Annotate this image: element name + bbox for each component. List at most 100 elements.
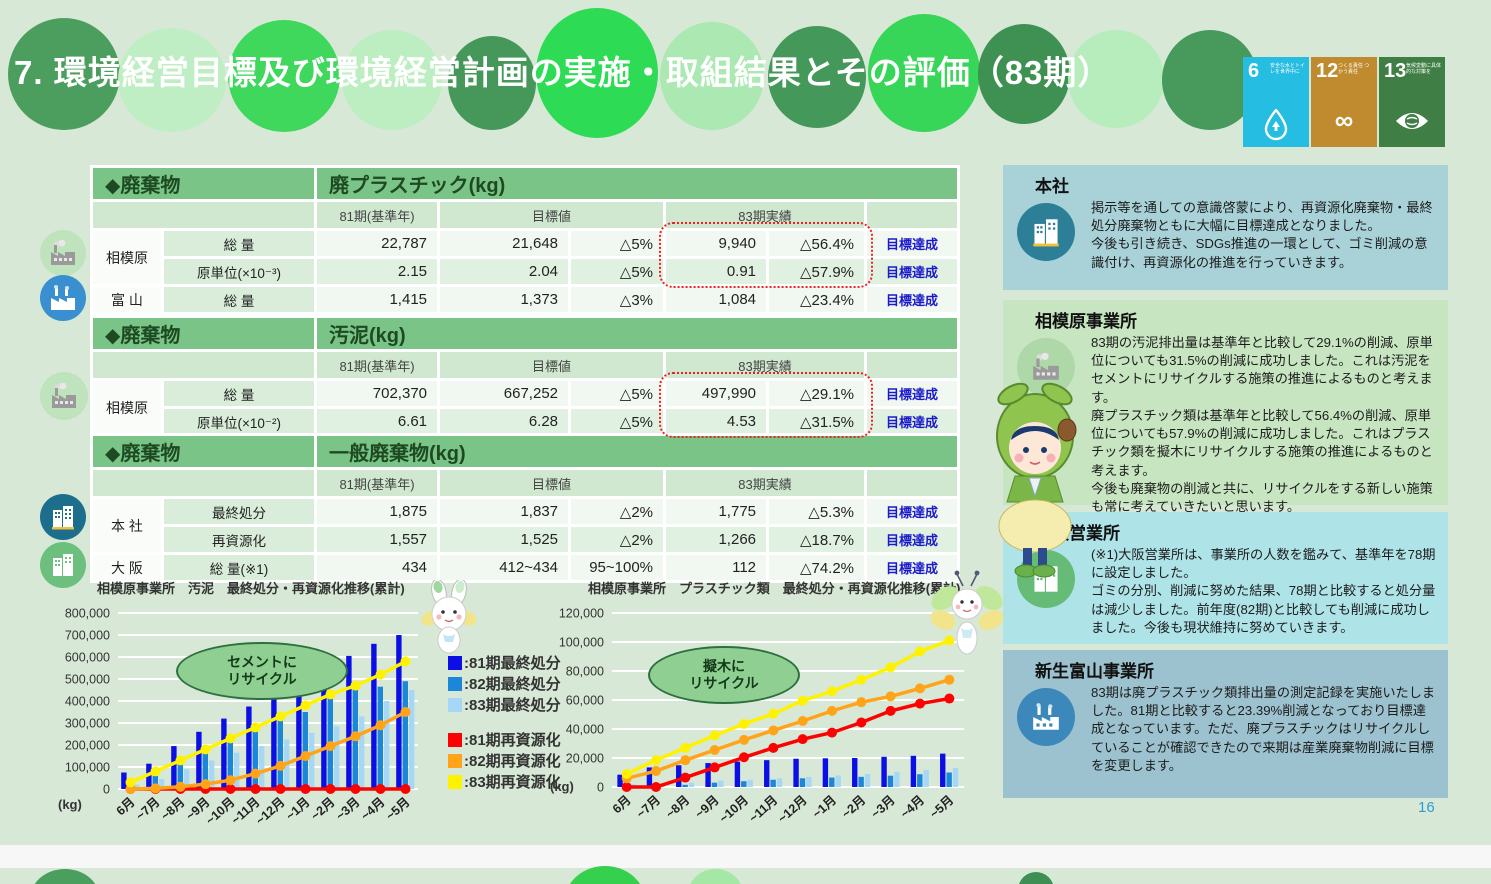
table-category: ◆廃棄物 bbox=[93, 318, 315, 349]
status-label: 目標達成 bbox=[867, 231, 958, 256]
table-category: ◆廃棄物 bbox=[93, 436, 315, 467]
panel-text: 83期は廃プラスチック類排出量の測定記録を実施いたしました。81期と比較すると2… bbox=[1091, 685, 1436, 773]
target-pct: △5% bbox=[571, 381, 664, 406]
col-base: 81期(基準年) bbox=[317, 202, 438, 228]
svg-text:0: 0 bbox=[103, 783, 110, 797]
highlight-box-plastic bbox=[659, 222, 873, 288]
legend-label: :81期最終処分 bbox=[464, 655, 561, 672]
site-label: 富 山 bbox=[93, 287, 161, 312]
svg-text:~11月: ~11月 bbox=[746, 793, 780, 825]
actual-pct: △56.4% bbox=[769, 231, 865, 256]
status-label: 目標達成 bbox=[867, 381, 958, 406]
decor-circle bbox=[1162, 30, 1258, 130]
legend-item: :81期最終処分 bbox=[448, 652, 561, 673]
panel-text: 掲示等を通しての意識啓蒙により、再資源化廃棄物・最終処分廃棄物ともに大幅に目標達… bbox=[1091, 200, 1433, 270]
target-value: 6.28 bbox=[440, 409, 569, 434]
base-value: 1,557 bbox=[317, 527, 438, 552]
actual-value: 1,084 bbox=[666, 287, 767, 312]
header-band bbox=[0, 0, 1491, 150]
svg-text:120,000: 120,000 bbox=[559, 607, 604, 621]
actual-value: 1,266 bbox=[666, 527, 767, 552]
legend-swatch bbox=[448, 676, 462, 691]
svg-text:~1月: ~1月 bbox=[283, 795, 312, 823]
col-base: 81期(基準年) bbox=[317, 352, 438, 378]
sludge-chart-plot: 0 100,000 200,000 300,000 400,000 500,000 600,… bbox=[58, 607, 418, 828]
sludge-table: ◆廃棄物 汚泥(kg) 81期(基準年) 目標値 83期実績 相模原 総 量 7… bbox=[90, 315, 961, 437]
panel-title: 相模原事業所 bbox=[1035, 312, 1137, 331]
site-label: 相模原 bbox=[93, 231, 161, 284]
panel-toyama: 新生富山事業所 83期は廃プラスチック類排出量の測定記録を実施いたしました。81… bbox=[1003, 650, 1448, 798]
legend-item: :82期最終処分 bbox=[448, 673, 561, 694]
panel-text: (※1)大阪営業所は、事業所の人数を鑑みて、基準年を78期に設定しました。 ゴミ… bbox=[1091, 547, 1436, 635]
site-label: 大 阪 bbox=[93, 555, 161, 580]
status-label: 目標達成 bbox=[867, 527, 958, 552]
honsha-building-icon bbox=[40, 494, 86, 540]
legend-item: :83期最終処分 bbox=[448, 694, 561, 715]
svg-text:~5月: ~5月 bbox=[383, 795, 412, 823]
svg-text:80,000: 80,000 bbox=[566, 665, 604, 679]
decor-circle bbox=[448, 36, 536, 130]
highlight-box-sludge bbox=[659, 372, 873, 438]
target-pct: △5% bbox=[571, 409, 664, 434]
chart-legend: :81期最終処分:82期最終処分 :83期最終処分 :81期再資源化 :82期再資源化… bbox=[448, 652, 561, 792]
svg-text:700,000: 700,000 bbox=[65, 629, 110, 643]
decor-circle bbox=[536, 8, 658, 138]
decor-circle bbox=[8, 18, 120, 130]
sludge-chart: 相模原事業所 汚泥 最終処分・再資源化推移(累計) 0 100,000 200,00… bbox=[56, 578, 496, 844]
table-title: 汚泥(kg) bbox=[317, 318, 958, 349]
base-value: 434 bbox=[317, 555, 438, 580]
decor-circle bbox=[342, 30, 442, 130]
legend-item: :83期再資源化 bbox=[448, 771, 561, 792]
target-pct: △5% bbox=[571, 259, 664, 284]
waste-plastic-table: ◆廃棄物 廃プラスチック(kg) 81期(基準年) 目標値 83期実績 相模原 … bbox=[90, 165, 961, 315]
legend-swatch bbox=[448, 774, 462, 789]
legend-label: :83期再資源化 bbox=[464, 774, 561, 791]
base-value: 22,787 bbox=[317, 231, 438, 256]
sdg-icons: 6 安全な水とトイレを世界中に 12 つくる責任 つかう責任 ∞ 13 気候変動… bbox=[1243, 57, 1445, 147]
svg-text:20,000: 20,000 bbox=[566, 752, 604, 766]
actual-value: 4.53 bbox=[666, 409, 767, 434]
svg-text:~4月: ~4月 bbox=[898, 793, 927, 821]
base-value: 702,370 bbox=[317, 381, 438, 406]
page-number: 16 bbox=[1418, 799, 1435, 816]
svg-text:~5月: ~5月 bbox=[927, 793, 956, 821]
decor-circle bbox=[228, 20, 340, 132]
status-label: 目標達成 bbox=[867, 287, 958, 312]
col-target: 目標値 bbox=[440, 352, 664, 378]
decor-circle bbox=[565, 866, 645, 884]
sagamihara-factory-icon-2 bbox=[40, 372, 88, 420]
base-value: 6.61 bbox=[317, 409, 438, 434]
chart-title: 相模原事業所 汚泥 最終処分・再資源化推移(累計) bbox=[97, 581, 405, 596]
svg-text:~8月: ~8月 bbox=[158, 795, 187, 823]
panel-text: 83期の汚泥排出量は基準年と比較して29.1%の削減、原単位についても31.5%… bbox=[1091, 335, 1433, 514]
actual-pct: △5.3% bbox=[769, 499, 865, 524]
status-label: 目標達成 bbox=[867, 259, 958, 284]
table-title: 廃プラスチック(kg) bbox=[317, 168, 958, 199]
svg-text:300,000: 300,000 bbox=[65, 717, 110, 731]
page-title: 7. 環境経営目標及び環境経営計画の実施・取組結果とその評価（83期） bbox=[14, 54, 1112, 91]
decor-circle bbox=[688, 869, 743, 884]
svg-text:0: 0 bbox=[597, 781, 604, 795]
panel-title: 新生富山事業所 bbox=[1035, 662, 1154, 681]
decor-circle bbox=[868, 14, 980, 132]
target-pct: △2% bbox=[571, 499, 664, 524]
legend-label: :83期最終処分 bbox=[464, 697, 561, 714]
legend-label: :81期再資源化 bbox=[464, 732, 561, 749]
svg-text:~4月: ~4月 bbox=[358, 795, 387, 823]
metric-label: 最終処分 bbox=[164, 499, 315, 524]
col-actual: 83期実績 bbox=[666, 470, 865, 496]
legend-item: :82期再資源化 bbox=[448, 750, 561, 771]
svg-text:~2月: ~2月 bbox=[308, 795, 337, 823]
actual-value: 1,775 bbox=[666, 499, 767, 524]
target-value: 1,837 bbox=[440, 499, 569, 524]
svg-text:100,000: 100,000 bbox=[65, 761, 110, 775]
toyama-factory-icon bbox=[40, 275, 86, 321]
legend-label: :82期再資源化 bbox=[464, 753, 561, 770]
decor-circle bbox=[1018, 872, 1054, 884]
actual-pct: △23.4% bbox=[769, 287, 865, 312]
svg-text:6月: 6月 bbox=[610, 793, 634, 816]
panel-honsha: 本社 掲示等を通しての意識啓蒙により、再資源化廃棄物・最終処分廃棄物ともに大幅に… bbox=[1003, 165, 1448, 290]
sdg13-climate-icon: 13 気候変動に具体的な対策を bbox=[1379, 57, 1445, 147]
svg-text:~12月: ~12月 bbox=[253, 795, 287, 828]
actual-pct: △18.7% bbox=[769, 527, 865, 552]
